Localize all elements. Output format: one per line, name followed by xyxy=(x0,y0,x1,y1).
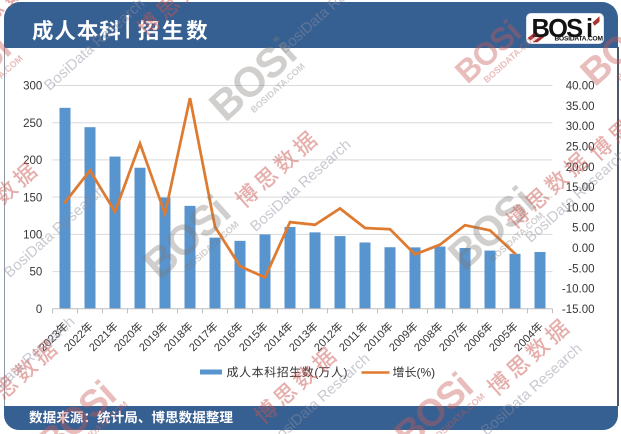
svg-text:0.00: 0.00 xyxy=(572,243,594,255)
svg-text:2022: 2022 xyxy=(62,328,88,354)
svg-text:-10.00: -10.00 xyxy=(562,284,595,296)
svg-text:-5.00: -5.00 xyxy=(568,263,594,275)
svg-text:0: 0 xyxy=(36,304,42,316)
svg-text:30.00: 30.00 xyxy=(566,121,595,133)
svg-text:2011: 2011 xyxy=(337,329,362,354)
svg-text:2007: 2007 xyxy=(437,328,463,354)
svg-text:2009: 2009 xyxy=(387,328,413,354)
svg-text:2023: 2023 xyxy=(37,328,63,354)
svg-text:10.00: 10.00 xyxy=(566,202,595,214)
svg-text:BOS: BOS xyxy=(532,15,584,43)
svg-text:20.00: 20.00 xyxy=(566,162,595,174)
svg-text:150: 150 xyxy=(23,192,42,204)
svg-text:2013: 2013 xyxy=(287,328,313,354)
svg-text:40.00: 40.00 xyxy=(566,81,595,93)
svg-text:BOSIDATA.COM: BOSIDATA.COM xyxy=(555,36,604,43)
svg-text:2020: 2020 xyxy=(112,328,138,354)
svg-text:2008: 2008 xyxy=(412,328,438,354)
svg-text:2006: 2006 xyxy=(462,328,488,354)
svg-text:2016: 2016 xyxy=(212,328,238,354)
svg-text:(: ( xyxy=(314,365,318,379)
svg-text:35.00: 35.00 xyxy=(566,101,595,113)
svg-text:-15.00: -15.00 xyxy=(562,304,595,316)
svg-text:2012: 2012 xyxy=(312,328,338,354)
svg-text:2019: 2019 xyxy=(137,328,163,354)
svg-text:100: 100 xyxy=(23,229,42,241)
svg-text:15.00: 15.00 xyxy=(566,182,595,194)
svg-text:2004: 2004 xyxy=(512,328,538,354)
svg-text:i: i xyxy=(586,15,593,43)
svg-text:250: 250 xyxy=(23,118,42,130)
svg-text:5.00: 5.00 xyxy=(572,223,594,235)
svg-text:2015: 2015 xyxy=(237,328,263,354)
svg-text:(%): (%) xyxy=(417,365,436,379)
svg-text:300: 300 xyxy=(23,81,42,93)
svg-text:200: 200 xyxy=(23,155,42,167)
svg-text:2021: 2021 xyxy=(87,328,113,354)
svg-text:2017: 2017 xyxy=(187,328,213,354)
svg-text:): ) xyxy=(343,365,347,379)
svg-text:25.00: 25.00 xyxy=(566,142,595,154)
svg-text:2018: 2018 xyxy=(162,328,188,354)
svg-text:2010: 2010 xyxy=(362,328,388,354)
svg-text:50: 50 xyxy=(30,267,43,279)
svg-text:2014: 2014 xyxy=(262,328,288,354)
svg-text:2005: 2005 xyxy=(487,328,513,354)
